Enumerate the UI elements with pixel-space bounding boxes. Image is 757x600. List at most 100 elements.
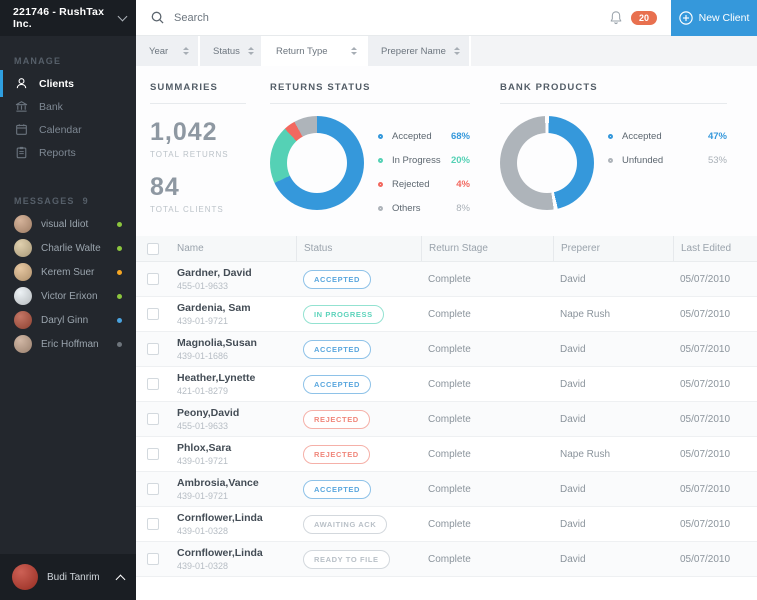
last-edited-cell: 05/07/2010 bbox=[680, 273, 731, 285]
message-item[interactable]: Kerem Suer bbox=[0, 260, 136, 284]
current-user-menu[interactable]: Budi Tanrim bbox=[0, 554, 136, 600]
preperer-cell: David bbox=[560, 483, 586, 495]
last-edited-cell: 05/07/2010 bbox=[680, 308, 731, 320]
filter-preperer-name[interactable]: Preperer Name bbox=[368, 36, 471, 66]
message-user-name: Eric Hoffman bbox=[41, 338, 99, 350]
row-checkbox[interactable] bbox=[147, 378, 159, 390]
bank-products-donut-chart bbox=[500, 116, 594, 210]
summary-stats: 1,042 TOTAL RETURNS 84 TOTAL CLIENTS bbox=[150, 118, 246, 214]
client-name-cell: Magnolia,Susan 439-01-1686 bbox=[170, 337, 296, 361]
filter-label: Preperer Name bbox=[381, 45, 446, 57]
status-cell: REJECTED bbox=[296, 444, 421, 464]
table-row[interactable]: Cornflower,Linda 439-01-0328 AWAITING ACK C… bbox=[136, 507, 757, 542]
user-icon bbox=[14, 77, 28, 91]
client-ssn: 439-01-0328 bbox=[177, 561, 229, 571]
table-row[interactable]: Peony,David 455-01-9633 REJECTED Complete Da… bbox=[136, 402, 757, 437]
row-checkbox-cell bbox=[136, 273, 170, 285]
sidebar-item-bank[interactable]: Bank bbox=[0, 95, 136, 118]
last-edited-cell: 05/07/2010 bbox=[680, 343, 731, 355]
row-checkbox[interactable] bbox=[147, 308, 159, 320]
last-edited-cell: 05/07/2010 bbox=[680, 483, 731, 495]
table-row[interactable]: Ambrosia,Vance 439-01-9721 ACCEPTED Complet… bbox=[136, 472, 757, 507]
client-name: Ambrosia,Vance bbox=[177, 477, 259, 489]
status-cell: REJECTED bbox=[296, 409, 421, 429]
row-checkbox[interactable] bbox=[147, 413, 159, 425]
sidebar-item-label: Clients bbox=[39, 77, 75, 90]
table-row[interactable]: Phlox,Sara 439-01-9721 REJECTED Complete Nap… bbox=[136, 437, 757, 472]
return-stage-cell: Complete bbox=[428, 378, 471, 390]
client-name: Gardenia, Sam bbox=[177, 302, 251, 314]
row-checkbox-cell bbox=[136, 413, 170, 425]
column-header-status[interactable]: Status bbox=[296, 236, 421, 261]
row-checkbox[interactable] bbox=[147, 343, 159, 355]
search-input[interactable] bbox=[174, 11, 474, 24]
company-switcher[interactable]: 221746 - RushTax Inc. bbox=[0, 0, 136, 36]
client-name-cell: Cornflower,Linda 439-01-0328 bbox=[170, 512, 296, 536]
column-header-preperer[interactable]: Preperer bbox=[553, 236, 673, 261]
preperer-cell: David bbox=[560, 378, 586, 390]
plus-circle-icon bbox=[678, 10, 693, 25]
summary-stat: 1,042 TOTAL RETURNS bbox=[150, 118, 246, 159]
status-badge: AWAITING ACK bbox=[303, 514, 388, 534]
row-checkbox[interactable] bbox=[147, 483, 159, 495]
message-item[interactable]: Daryl Ginn bbox=[0, 308, 136, 332]
status-badge: ACCEPTED bbox=[303, 374, 372, 394]
legend-value: 20% bbox=[450, 154, 470, 166]
return-stage-cell: Complete bbox=[428, 518, 471, 530]
column-header-return-stage[interactable]: Return Stage bbox=[421, 236, 553, 261]
select-all-checkbox[interactable] bbox=[147, 242, 159, 255]
sidebar-item-label: Calendar bbox=[39, 123, 82, 136]
column-header-last-edited[interactable]: Last Edited bbox=[673, 236, 757, 261]
column-header-name[interactable]: Name bbox=[177, 243, 204, 254]
messages-list: visual Idiot Charlie Walte Kerem Suer Victo… bbox=[0, 212, 136, 356]
row-checkbox[interactable] bbox=[147, 553, 159, 565]
bell-icon bbox=[610, 11, 622, 25]
row-checkbox[interactable] bbox=[147, 448, 159, 460]
row-checkbox-cell bbox=[136, 448, 170, 460]
table-row[interactable]: Gardner, David 455-01-9633 ACCEPTED Complet… bbox=[136, 262, 757, 297]
legend-value: 8% bbox=[456, 202, 470, 214]
client-name-cell: Gardenia, Sam 439-01-9721 bbox=[170, 302, 296, 326]
status-badge: ACCEPTED bbox=[303, 339, 372, 359]
filter-return-type[interactable]: Return Type bbox=[263, 36, 368, 66]
stat-label: TOTAL RETURNS bbox=[150, 150, 229, 159]
legend-marker-icon bbox=[608, 157, 613, 163]
divider bbox=[270, 103, 470, 104]
row-checkbox-cell bbox=[136, 518, 170, 530]
message-item[interactable]: Eric Hoffman bbox=[0, 332, 136, 356]
filter-year[interactable]: Year bbox=[136, 36, 200, 66]
sidebar-item-calendar[interactable]: Calendar bbox=[0, 118, 136, 141]
message-item[interactable]: Charlie Walte bbox=[0, 236, 136, 260]
table-row[interactable]: Gardenia, Sam 439-01-9721 IN PROGRESS Compl… bbox=[136, 297, 757, 332]
client-ssn: 455-01-9633 bbox=[177, 421, 229, 431]
stat-value: 1,042 bbox=[150, 118, 218, 146]
sidebar-item-reports[interactable]: Reports bbox=[0, 141, 136, 164]
row-checkbox-cell bbox=[136, 343, 170, 355]
status-badge: IN PROGRESS bbox=[303, 304, 384, 324]
messages-count: 9 bbox=[82, 196, 89, 206]
sidebar-item-clients[interactable]: Clients bbox=[0, 70, 136, 97]
table-row[interactable]: Magnolia,Susan 439-01-1686 ACCEPTED Complet… bbox=[136, 332, 757, 367]
client-ssn: 455-01-9633 bbox=[177, 281, 229, 291]
legend-marker-icon bbox=[378, 157, 383, 163]
table-row[interactable]: Cornflower,Linda 439-01-0328 READY TO FILE… bbox=[136, 542, 757, 577]
returns-status-donut-chart bbox=[270, 116, 364, 210]
company-name: 221746 - RushTax Inc. bbox=[13, 6, 105, 30]
sort-arrows-icon bbox=[454, 47, 460, 55]
filter-status[interactable]: Status bbox=[200, 36, 263, 66]
row-checkbox[interactable] bbox=[147, 518, 159, 530]
message-item[interactable]: Victor Erixon bbox=[0, 284, 136, 308]
message-user-name: Kerem Suer bbox=[41, 266, 95, 278]
status-cell: ACCEPTED bbox=[296, 479, 421, 499]
table-row[interactable]: Heather,Lynette 421-01-8279 ACCEPTED Comple… bbox=[136, 367, 757, 402]
row-checkbox[interactable] bbox=[147, 273, 159, 285]
notifications-button[interactable]: 20 bbox=[609, 10, 657, 25]
new-client-button[interactable]: New Client bbox=[671, 0, 757, 36]
client-name-cell: Heather,Lynette 421-01-8279 bbox=[170, 372, 296, 396]
message-user-name: Daryl Ginn bbox=[41, 314, 89, 326]
message-item[interactable]: visual Idiot bbox=[0, 212, 136, 236]
legend-label: Rejected bbox=[392, 178, 430, 190]
status-dot bbox=[117, 341, 122, 347]
returns-status-panel: RETURNS STATUS Accepted 68% In Progress 20%… bbox=[270, 82, 470, 236]
row-checkbox-cell bbox=[136, 483, 170, 495]
